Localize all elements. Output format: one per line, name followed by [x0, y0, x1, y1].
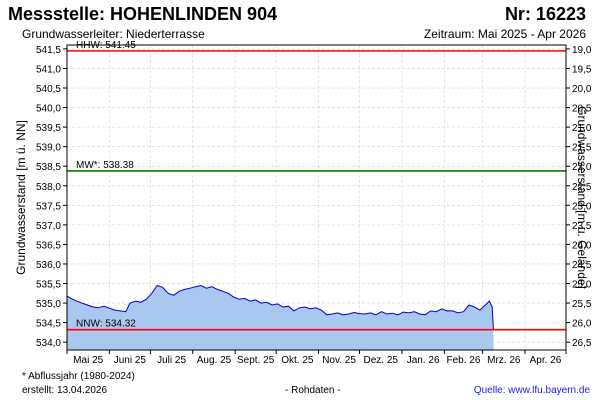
y-axis-title: Grundwasserstand [m ü. NN] — [14, 120, 28, 275]
y-tick-label: 539,5 — [36, 123, 61, 134]
x-tick-label: Nov. 25 — [322, 355, 356, 366]
y-right-tick-label: 19,0 — [572, 45, 592, 56]
x-tick-label: Aug. 25 — [197, 355, 232, 366]
series-area — [67, 285, 494, 350]
y-tick-label: 540,5 — [36, 84, 61, 95]
aquifer-label: Grundwasserleiter: Niederterrasse — [22, 27, 205, 41]
y-right-tick-label: 22,5 — [572, 182, 592, 193]
x-tick-label: Dez. 25 — [364, 355, 399, 366]
y-right-tick-label: 25,5 — [572, 299, 592, 310]
y-right-tick-label: 21,5 — [572, 143, 592, 154]
series-line — [66, 284, 494, 331]
x-tick-label: Apr. 26 — [530, 355, 562, 366]
y-tick-label: 534,0 — [36, 338, 61, 349]
y-tick-label: 536,0 — [36, 260, 61, 271]
footnote: * Abflussjahr (1980-2024) — [22, 371, 135, 382]
y-right-tick-label: 20,5 — [572, 104, 592, 115]
created-date: erstellt: 13.04.2026 — [22, 385, 108, 396]
y-tick-label: 535,5 — [36, 280, 61, 291]
y-tick-label: 538,5 — [36, 162, 61, 173]
x-tick-label: Juli 25 — [157, 355, 186, 366]
x-tick-label: Mrz. 26 — [487, 355, 521, 366]
y-tick-label: 534,5 — [36, 319, 61, 330]
y-tick-label: 537,5 — [36, 201, 61, 212]
reference-line-label: NNW: 534.32 — [76, 319, 136, 330]
page-title: Messstelle: HOHENLINDEN 904 — [8, 4, 278, 24]
y-tick-label: 536,5 — [36, 240, 61, 251]
y-right-tick-label: 21,0 — [572, 123, 592, 134]
x-tick-label: Mai 25 — [73, 355, 103, 366]
y-right-tick-label: 26,5 — [572, 338, 592, 349]
raw-data-note: - Rohdaten - — [285, 385, 341, 396]
y-right-tick-label: 22,0 — [572, 162, 592, 173]
y-tick-label: 538,0 — [36, 182, 61, 193]
y-right-tick-label: 26,0 — [572, 319, 592, 330]
x-tick-label: Feb. 26 — [447, 355, 481, 366]
reference-line-label: MW*: 538.38 — [76, 160, 134, 171]
y-right-tick-label: 24,0 — [572, 240, 592, 251]
y-tick-label: 535,0 — [36, 299, 61, 310]
y-right-tick-label: 19,5 — [572, 64, 592, 75]
y-right-tick-label: 24,5 — [572, 260, 592, 271]
source-link[interactable]: Quelle: www.lfu.bayern.de — [473, 385, 590, 396]
y-tick-label: 537,0 — [36, 221, 61, 232]
y-tick-label: 539,0 — [36, 143, 61, 154]
period-label: Zeitraum: Mai 2025 - Apr 2026 — [423, 27, 586, 41]
y-right-tick-label: 23,5 — [572, 221, 592, 232]
y-tick-label: 541,0 — [36, 64, 61, 75]
x-tick-label: Sept. 25 — [237, 355, 275, 366]
plot-frame — [66, 44, 567, 351]
x-tick-label: Juni 25 — [114, 355, 147, 366]
y-right-axis-title: Grundwasserstand [m u. Gelände] — [575, 106, 589, 289]
y-tick-label: 540,0 — [36, 104, 61, 115]
y-tick-label: 541,5 — [36, 45, 61, 56]
y-right-tick-label: 20,0 — [572, 84, 592, 95]
x-tick-label: Okt. 25 — [281, 355, 314, 366]
y-right-tick-label: 25,0 — [572, 280, 592, 291]
station-number: Nr: 16223 — [504, 4, 586, 24]
x-tick-label: Jan. 26 — [407, 355, 440, 366]
y-right-tick-label: 23,0 — [572, 201, 592, 212]
